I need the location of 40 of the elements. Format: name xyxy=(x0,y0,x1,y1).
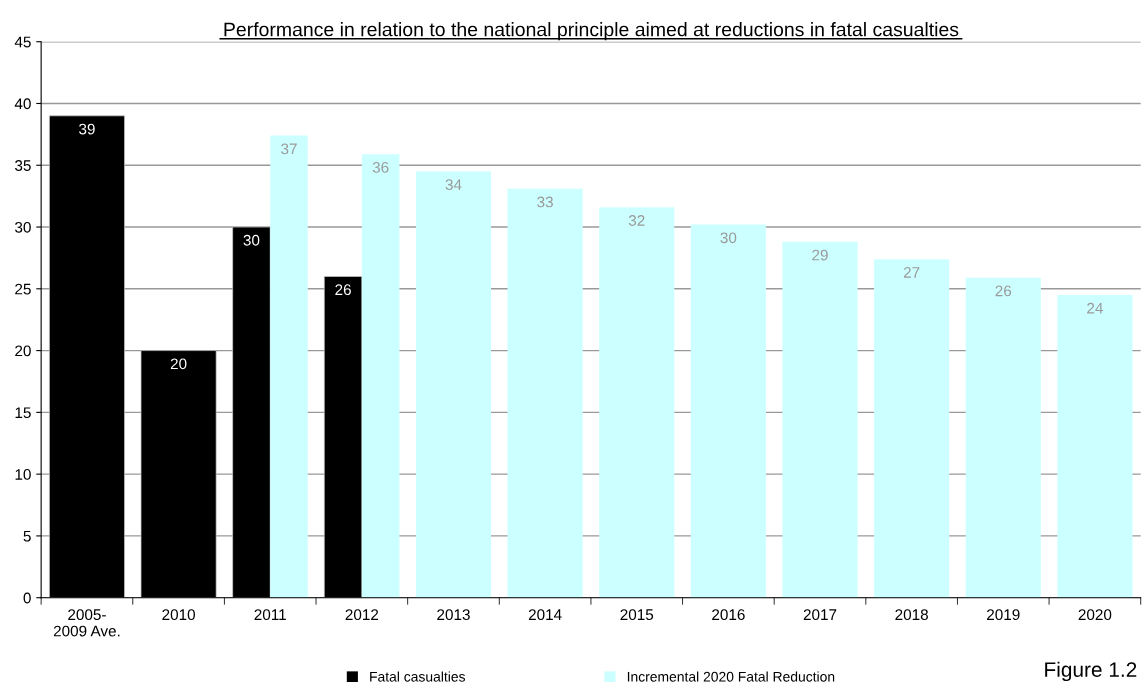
x-tick-label: 2005- 2009 Ave. xyxy=(53,609,120,637)
x-tick-label: 2011 xyxy=(254,609,286,621)
y-tick-label: 0 xyxy=(23,592,31,604)
data-label: 37 xyxy=(281,143,297,155)
caption: Figure 1.2 xyxy=(1045,661,1137,682)
data-label: 24 xyxy=(1087,302,1103,314)
y-tick-label: 20 xyxy=(15,345,31,357)
y-tick-label: 35 xyxy=(15,160,31,171)
data-label: 33 xyxy=(537,196,553,208)
x-tick-label: 2017 xyxy=(803,609,837,621)
data-label: 29 xyxy=(812,249,828,261)
legend-label: Incremental 2020 Fatal Reduction xyxy=(627,671,835,682)
data-label: 26 xyxy=(335,284,351,296)
x-tick-label: 2020 xyxy=(1078,609,1112,621)
y-tick-label: 25 xyxy=(15,283,31,295)
y-tick-label: 15 xyxy=(15,407,31,419)
chart-title: Performance in relation to the national principle aimed at reductions in fatal casualties xyxy=(224,22,959,41)
legend-label: Fatal casualties xyxy=(370,671,466,682)
x-tick-label: 2010 xyxy=(162,609,195,621)
data-label: 32 xyxy=(628,215,645,226)
data-label: 34 xyxy=(445,179,462,191)
x-tick-label: 2012 xyxy=(345,609,379,621)
y-tick-label: 30 xyxy=(15,221,31,233)
data-label: 39 xyxy=(79,123,95,135)
x-tick-label: 2015 xyxy=(620,609,654,621)
y-tick-label: 5 xyxy=(23,530,31,542)
data-label: 20 xyxy=(170,358,187,370)
x-tick-label: 2019 xyxy=(987,609,1020,621)
data-label: 30 xyxy=(720,232,737,244)
x-tick-label: 2018 xyxy=(895,609,928,621)
y-tick-label: 10 xyxy=(15,469,31,480)
x-tick-label: 2016 xyxy=(712,609,745,621)
x-tick-label: 2014 xyxy=(528,609,562,621)
data-label: 30 xyxy=(243,234,260,246)
y-tick-label: 40 xyxy=(14,98,31,110)
data-label: 36 xyxy=(372,161,389,173)
x-tick-label: 2013 xyxy=(437,609,470,621)
data-label: 26 xyxy=(995,285,1012,297)
y-tick-label: 45 xyxy=(14,36,31,48)
data-label: 27 xyxy=(903,266,920,278)
